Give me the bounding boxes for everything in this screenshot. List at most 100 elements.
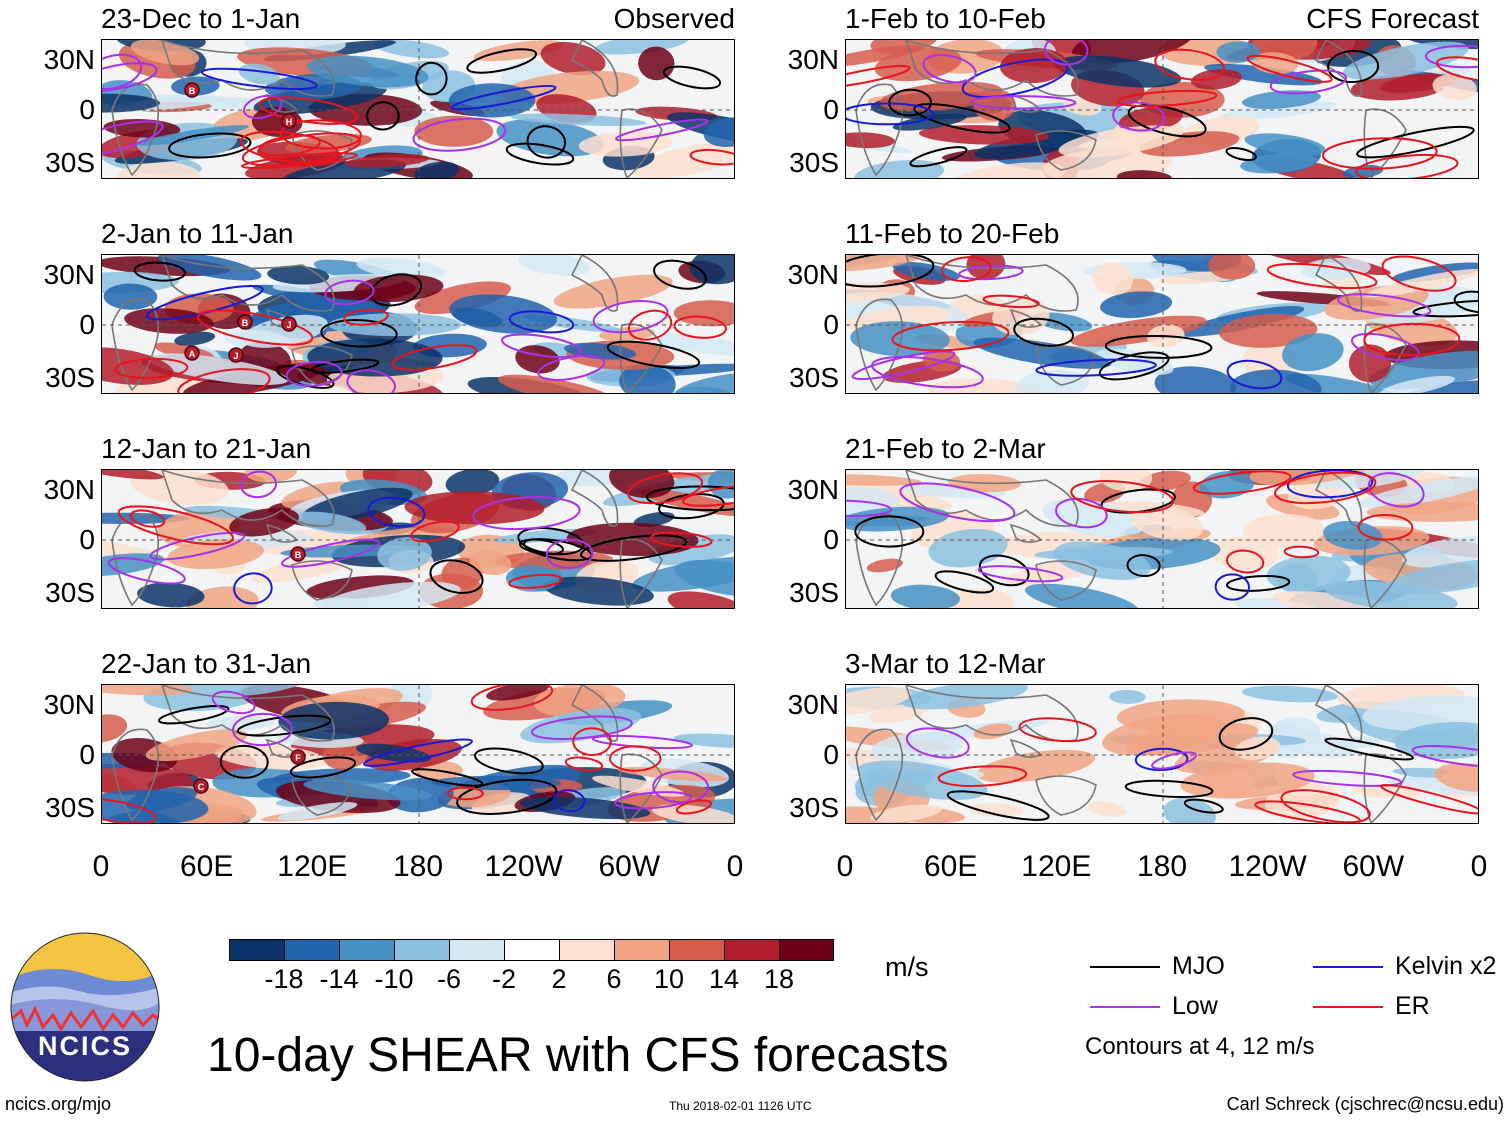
y-tick-label: 0 bbox=[823, 524, 839, 555]
contour-mjo bbox=[909, 146, 968, 168]
contour-er bbox=[564, 756, 604, 772]
contour-er bbox=[1355, 153, 1459, 178]
coastline bbox=[570, 685, 619, 742]
contour-mjo bbox=[474, 747, 544, 775]
x-tick-label: 60E bbox=[923, 850, 978, 883]
coastline bbox=[161, 470, 335, 527]
contour-low bbox=[102, 53, 143, 90]
shear-anomaly-patch bbox=[445, 470, 500, 496]
contour-low bbox=[977, 565, 1064, 583]
contour-er bbox=[391, 344, 478, 371]
shear-anomaly-patch bbox=[673, 300, 734, 327]
colorbar-tick-label: -10 bbox=[374, 964, 414, 994]
contour-er bbox=[572, 727, 612, 757]
shear-anomaly-patch bbox=[673, 733, 734, 748]
contour-low bbox=[107, 557, 186, 585]
shear-anomaly-patch bbox=[102, 685, 194, 696]
y-tick-label: 0 bbox=[823, 309, 839, 340]
contour-low bbox=[1337, 293, 1432, 318]
shear-anomaly-patch bbox=[846, 687, 912, 716]
shear-anomaly-patch bbox=[1309, 470, 1429, 489]
shear-anomaly-patch bbox=[518, 255, 591, 276]
map-panel-fc1 bbox=[845, 39, 1479, 179]
shear-anomaly-patch bbox=[473, 40, 564, 62]
y-tick-label: 30N bbox=[43, 44, 95, 75]
ncics-logo: NCICS bbox=[9, 931, 161, 1083]
shear-anomaly-patch bbox=[391, 685, 433, 711]
shear-anomaly-patch bbox=[509, 113, 647, 127]
contour-low bbox=[614, 118, 709, 142]
footer-url[interactable]: ncics.org/mjo bbox=[5, 1094, 112, 1114]
y-tick-label: 30N bbox=[787, 689, 839, 720]
contour-low bbox=[102, 62, 158, 93]
coastline bbox=[905, 470, 1079, 527]
shear-anomaly-patch bbox=[974, 129, 1099, 159]
colorbar-tick-label: 6 bbox=[606, 964, 622, 994]
coastline bbox=[1035, 130, 1097, 171]
contour-er bbox=[1435, 56, 1478, 83]
map-panel-obs2: B A J J bbox=[101, 254, 735, 394]
y-tick-label: 30N bbox=[43, 259, 95, 290]
shear-anomaly-patch bbox=[1130, 504, 1204, 541]
contour-mjo bbox=[429, 559, 484, 594]
shear-anomaly-patch bbox=[355, 743, 432, 763]
contour-er bbox=[627, 472, 704, 505]
shear-anomaly-patch bbox=[651, 804, 734, 823]
shear-anomaly-patch bbox=[1118, 106, 1184, 133]
contour-kelvin bbox=[1226, 359, 1283, 390]
contour-mjo bbox=[662, 65, 722, 90]
contour-mjo bbox=[168, 132, 252, 159]
coastline bbox=[1363, 538, 1407, 608]
y-tick-label: 30S bbox=[45, 577, 95, 608]
colorbar-units: m/s bbox=[885, 952, 929, 982]
contour-low bbox=[1269, 69, 1348, 95]
contour-er bbox=[239, 130, 339, 164]
contour-low bbox=[592, 300, 669, 334]
y-tick-label: 30N bbox=[43, 474, 95, 505]
contour-kelvin bbox=[961, 58, 1069, 99]
panel-title: 1-Feb to 10-Feb bbox=[845, 3, 1046, 34]
shear-anomaly-patch bbox=[1241, 685, 1339, 703]
chart-title: 10-day SHEAR with CFS forecasts bbox=[207, 1029, 949, 1082]
y-tick-label: 0 bbox=[79, 739, 95, 770]
shear-anomaly-patch bbox=[206, 716, 275, 731]
contour-low bbox=[1367, 472, 1425, 508]
contour-er bbox=[258, 96, 358, 125]
shear-anomaly-patch bbox=[1109, 689, 1146, 704]
footer-timestamp: Thu 2018-02-01 1126 UTC bbox=[669, 1099, 812, 1113]
y-tick-label: 30S bbox=[789, 792, 839, 823]
contour-er bbox=[1274, 471, 1377, 505]
contour-mjo bbox=[1324, 737, 1414, 761]
shear-anomaly-patch bbox=[609, 470, 675, 499]
coastline bbox=[111, 513, 160, 607]
shear-anomaly-patch bbox=[323, 581, 461, 608]
coastline bbox=[161, 685, 335, 742]
shear-anomaly-patch bbox=[1348, 344, 1392, 383]
contour-mjo bbox=[456, 778, 558, 815]
contour-low bbox=[285, 361, 343, 387]
shear-anomaly-patch bbox=[1054, 55, 1182, 88]
contour-low bbox=[614, 791, 693, 810]
contour-mjo bbox=[1412, 299, 1478, 318]
contour-mjo bbox=[653, 259, 707, 290]
shear-anomaly-patch bbox=[870, 40, 938, 54]
shear-anomaly-patch bbox=[496, 119, 605, 157]
contour-mjo bbox=[289, 756, 357, 779]
colorbar-tick-label: -18 bbox=[264, 964, 304, 994]
shear-anomaly-patch bbox=[1368, 350, 1478, 390]
coastline bbox=[111, 728, 160, 822]
shear-anomaly-patch bbox=[1282, 333, 1344, 372]
contour-mjo bbox=[1126, 554, 1161, 578]
contour-er bbox=[689, 148, 734, 166]
coastline bbox=[1363, 108, 1407, 178]
contour-er bbox=[279, 119, 362, 150]
colorbar-tick-label: 14 bbox=[708, 964, 740, 994]
contour-er bbox=[982, 294, 1040, 309]
shear-anomaly-patch bbox=[1325, 580, 1458, 608]
map-panel-obs3: B bbox=[101, 469, 735, 609]
shear-anomaly-patch bbox=[1272, 591, 1417, 608]
shear-anomaly-patch bbox=[356, 257, 446, 280]
svg-text:A: A bbox=[189, 349, 196, 359]
coastline bbox=[905, 255, 1079, 312]
contour-er bbox=[129, 509, 166, 528]
